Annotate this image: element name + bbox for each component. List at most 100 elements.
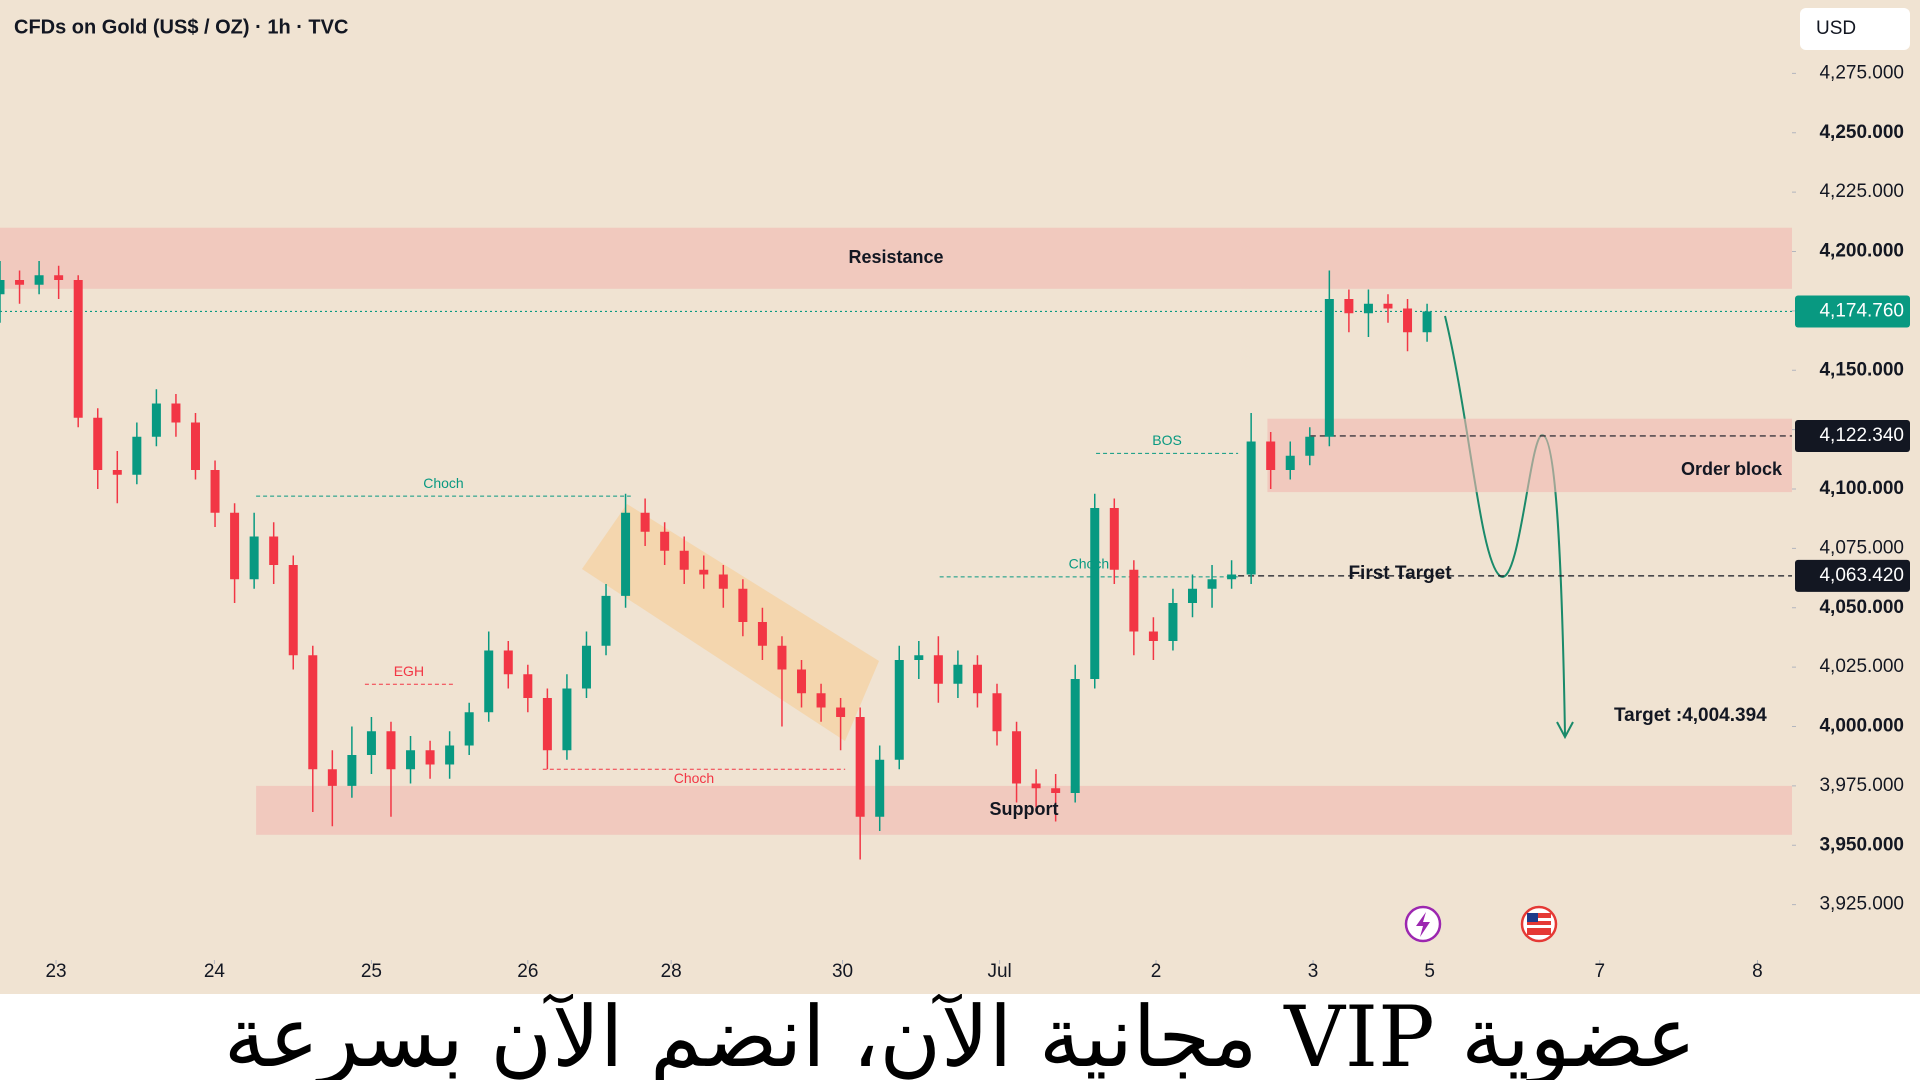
candle-body	[640, 512, 650, 532]
candle-body	[738, 588, 748, 622]
candle-body	[34, 275, 44, 285]
labels: Resistance Support Order block 3,925.000 3,9…	[45, 62, 1910, 982]
candle-body	[190, 422, 200, 470]
candle-body	[15, 280, 25, 285]
candle-body	[151, 403, 161, 437]
y-tick-label: 4,150.000	[1819, 359, 1904, 380]
candle-body	[523, 674, 533, 698]
forecast-arrow	[1556, 721, 1574, 740]
candle-body	[1207, 579, 1217, 589]
candle-body	[914, 655, 924, 660]
y-tick-label: 4,225.000	[1819, 181, 1904, 202]
price-level-box	[1795, 295, 1910, 328]
candle-body	[992, 693, 1002, 732]
zone-label: Order block	[1681, 459, 1783, 479]
chart-title: CFDs on Gold (US$ / OZ) · 1h · TVC	[14, 16, 348, 38]
candle-body	[1305, 436, 1315, 456]
candle-body	[836, 707, 846, 717]
x-tick-label: Jul	[987, 961, 1011, 982]
x-tick-label: 23	[45, 961, 66, 982]
candle-body	[54, 275, 64, 280]
candle-body	[132, 436, 142, 475]
candle-body	[1187, 588, 1197, 603]
annotation-label: Choch	[423, 475, 463, 491]
y-tick-label: 4,275.000	[1819, 62, 1904, 83]
currency-box[interactable]	[1800, 8, 1910, 50]
candle-body	[1227, 574, 1237, 580]
candle-body	[581, 645, 591, 689]
level-note: First Target	[1348, 563, 1452, 584]
candle-body	[93, 417, 103, 470]
candle-body	[0, 280, 5, 295]
price-level-label: 4,122.340	[1819, 425, 1904, 446]
price-level-box	[1795, 559, 1910, 592]
candle-body	[894, 660, 904, 760]
x-tick-label: 24	[204, 961, 226, 982]
candle-body	[308, 655, 318, 770]
candle-body	[777, 645, 787, 670]
currency[interactable]: USD	[1816, 18, 1856, 39]
candle-body	[933, 655, 943, 684]
annotation-label: EGH	[394, 663, 424, 679]
flag-stripe	[1527, 918, 1551, 921]
zones	[0, 227, 1793, 835]
candle-body	[445, 745, 455, 765]
candle-body	[171, 403, 181, 423]
candle-body	[660, 531, 670, 551]
y-tick-label: 3,925.000	[1819, 894, 1904, 915]
candle-body	[347, 755, 357, 786]
candle-body	[1148, 631, 1158, 641]
candle-body	[1324, 299, 1334, 437]
candle-body	[425, 750, 435, 765]
zone	[1267, 418, 1792, 493]
x-tick-label: 3	[1308, 961, 1319, 982]
candle-body	[1344, 299, 1354, 314]
candle-body	[601, 595, 611, 646]
candle-body	[1403, 308, 1413, 333]
zone-label: Resistance	[848, 247, 943, 267]
flag-canton	[1527, 913, 1538, 922]
candle-body	[1012, 731, 1022, 784]
candle-body	[953, 664, 963, 684]
lightning	[1416, 912, 1430, 937]
target-label: Target :4,004.394	[1614, 705, 1767, 726]
y-tick-label: 4,100.000	[1819, 478, 1904, 499]
candle-body	[757, 622, 767, 646]
price-level-label: 4,174.760	[1819, 300, 1904, 321]
lines	[0, 310, 1792, 770]
y-tick-label: 4,250.000	[1819, 122, 1904, 143]
candle-body	[816, 693, 826, 708]
y-tick-label: 4,000.000	[1819, 716, 1904, 737]
forecast-path	[1444, 315, 1566, 736]
price-level-box	[1795, 419, 1910, 452]
x-tick-label: 2	[1151, 961, 1162, 982]
annotation-label: BOS	[1152, 432, 1182, 448]
x-tick-label: 28	[661, 961, 682, 982]
candle-body	[230, 512, 240, 580]
candle-body	[288, 565, 298, 656]
candle-body	[1383, 303, 1393, 309]
zone	[256, 785, 1793, 835]
banner: عضوية VIP مجانية الآن، انضم الآن بسرعة	[0, 994, 1920, 1080]
candle-body	[718, 574, 728, 589]
candle-body	[1070, 679, 1080, 793]
zone-label: Support	[990, 799, 1059, 819]
candle-body	[1109, 508, 1119, 570]
candle-body	[1090, 508, 1100, 679]
candle-body	[73, 280, 83, 418]
candle-body	[269, 536, 279, 565]
candle-body	[484, 650, 494, 713]
candle-body	[679, 550, 689, 570]
candle-body	[699, 569, 709, 575]
candles	[0, 261, 1432, 860]
candle-body	[542, 698, 552, 751]
y-tick-label: 3,975.000	[1819, 775, 1904, 796]
candle-body	[210, 470, 220, 513]
price-level-label: 4,063.420	[1819, 565, 1904, 586]
y-tick-label: 4,200.000	[1819, 241, 1904, 262]
x-tick-label: 5	[1424, 961, 1435, 982]
candle-body	[875, 759, 885, 817]
x-tick-label: 8	[1752, 961, 1763, 982]
chart: CFDs on Gold (US$ / OZ) · 1h · TVC USD R…	[0, 0, 1920, 994]
